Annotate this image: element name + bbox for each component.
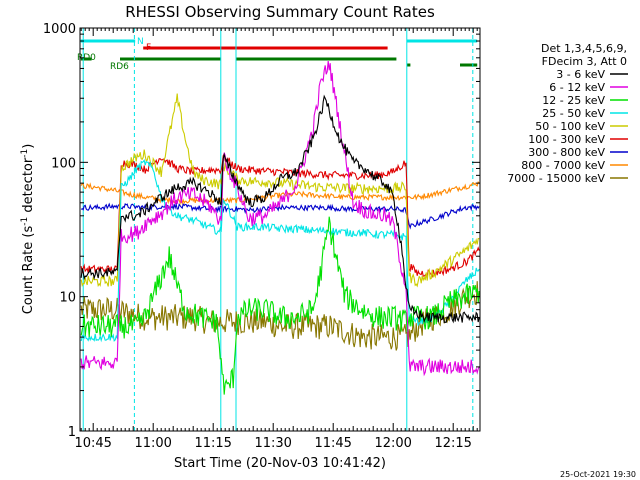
x-tick-label: 11:15 [194,436,231,451]
y-tick-label: 1 [68,425,76,440]
x-tick-label: 11:00 [134,436,171,451]
legend-entry-label: 3 - 6 keV [556,68,605,81]
y-axis-label: Count Rate (s-1 detector-1) [20,144,36,315]
y-tick-label: 1000 [43,22,76,37]
x-tick-label: 12:00 [374,436,411,451]
legend-entry-label: 12 - 25 keV [542,94,605,107]
legend-header: Det 1,3,4,5,6,9, [541,42,627,55]
legend-entry-label: 100 - 300 keV [528,133,605,146]
legend: Det 1,3,4,5,6,9,FDecim 3, Att 03 - 6 keV… [507,42,628,185]
chart-title: RHESSI Observing Summary Count Rates [125,3,435,21]
legend-entry-label: 7000 - 15000 keV [507,172,605,185]
legend-entry-label: 25 - 50 keV [542,107,605,120]
series-layer [80,60,480,395]
plot-frame [79,27,481,432]
legend-header: FDecim 3, Att 0 [542,55,627,68]
x-axis-label: Start Time (20-Nov-03 10:41:42) [174,456,386,471]
series-line [80,152,480,278]
flag-label: F [146,43,151,53]
legend-entry-label: 800 - 7000 keV [521,159,605,172]
series-line [80,94,480,324]
y-tick-label: 10 [59,291,76,306]
x-tick-label: 11:30 [254,436,291,451]
series-line [80,216,480,395]
x-tick-label: 11:45 [314,436,351,451]
x-tick-label: 12:15 [434,436,471,451]
series-line [80,60,480,377]
timestamp: 25-Oct-2021 19:30 [560,470,636,479]
ticks-layer: 1 10 100 1000 10:45 11:00 11:15 11:30 11:45 12:00… [43,22,480,451]
flag-label: RD0 [77,53,96,63]
series-line [80,93,480,288]
legend-entry-label: 6 - 12 keV [549,81,605,94]
flag-label: N [137,37,144,47]
x-tick-label: 10:45 [74,436,111,451]
y-tick-label: 100 [51,156,76,171]
flag-label: RD6 [110,62,129,72]
legend-entry-label: 50 - 100 keV [535,120,605,133]
flags-layer: NF RD0 RD6 [77,37,478,72]
vlines-layer [82,28,474,431]
legend-entry-label: 300 - 800 keV [528,146,605,159]
